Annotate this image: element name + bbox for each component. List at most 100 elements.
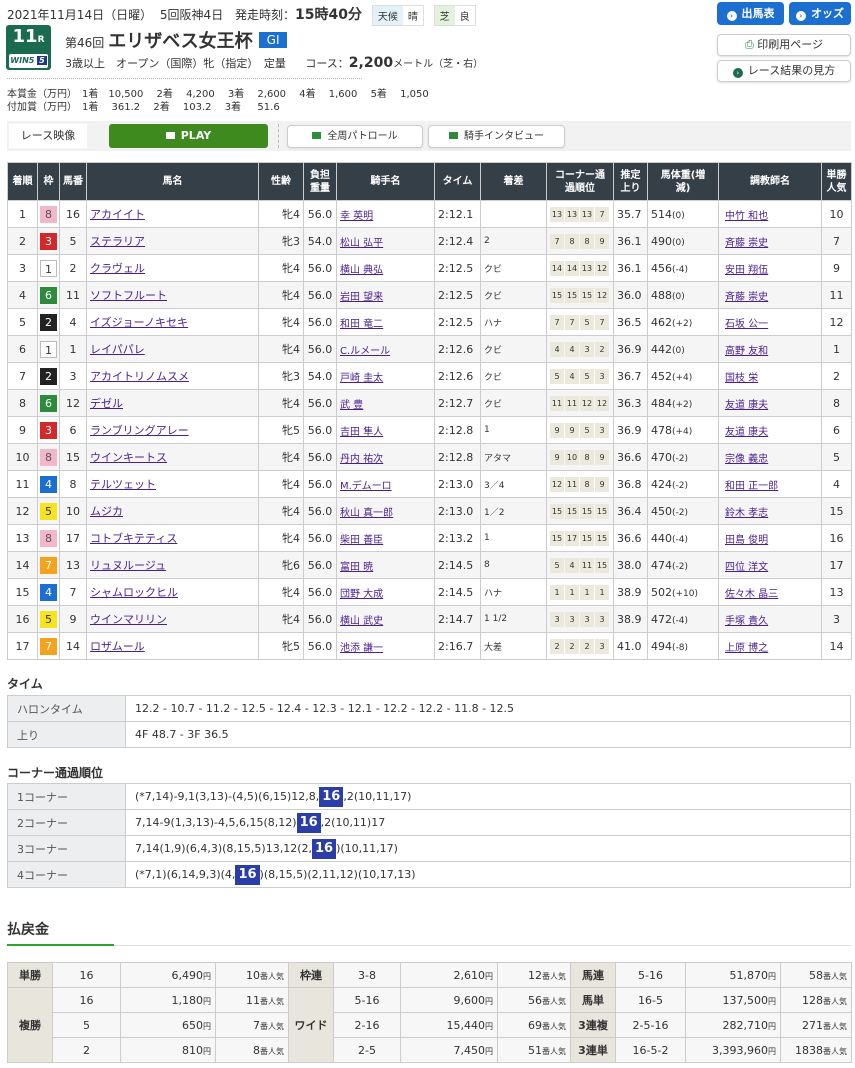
horse-name-link[interactable]: ランブリングアレー — [90, 424, 189, 437]
horse-name-link[interactable]: ロザムール — [90, 640, 145, 653]
last-3f: 38.9 — [613, 605, 648, 633]
jockey-link[interactable]: 横山 武史 — [340, 615, 384, 627]
trainer-link[interactable]: 高野 友和 — [725, 345, 769, 357]
jockey-link[interactable]: 横山 典弘 — [340, 264, 384, 276]
horse-name-link[interactable]: ウインマリリン — [90, 613, 167, 626]
corner-order-before: (*7,14)-9,1(3,13)-(4,5)(6,15)12,8, — [135, 789, 320, 803]
finish-position: 11 — [7, 470, 38, 498]
horse-name-link[interactable]: イズジョーノキセキ — [90, 316, 189, 329]
horse-name-link[interactable]: リュヌルージュ — [90, 559, 167, 572]
column-header: 性齢 — [258, 162, 304, 201]
trainer-link[interactable]: 和田 正一郎 — [725, 480, 779, 492]
horse-name-link[interactable]: テルツェット — [90, 478, 156, 491]
horse-number: 7 — [59, 578, 87, 606]
win-popularity: 8 — [821, 389, 852, 417]
sex-age: 牝4 — [258, 578, 304, 606]
trainer-link[interactable]: 友道 康夫 — [725, 426, 769, 438]
horse-name-link[interactable]: デゼル — [90, 397, 123, 410]
trainer-link[interactable]: 友道 康夫 — [725, 399, 769, 411]
finish-position: 14 — [7, 551, 38, 579]
jockey-link[interactable]: 戸崎 圭太 — [340, 372, 384, 384]
jockey-link[interactable]: 丹内 祐次 — [340, 453, 384, 465]
finish-position: 10 — [7, 443, 38, 471]
highlighted-horse: 16 — [235, 864, 260, 885]
trainer-link[interactable]: 佐々木 晶三 — [725, 588, 779, 600]
horse-name-link[interactable]: アカイイト — [90, 208, 145, 221]
trainer-link[interactable]: 安田 翔伍 — [725, 264, 769, 276]
jockey-link[interactable]: 武 豊 — [340, 399, 364, 411]
trainer-link[interactable]: 斉藤 崇史 — [725, 291, 769, 303]
odds-button[interactable]: › オッズ — [789, 2, 851, 25]
margin — [480, 200, 547, 228]
patrol-button[interactable]: 全周パトロール — [287, 125, 423, 148]
jockey-link[interactable]: M.デムーロ — [340, 480, 392, 492]
horse-name-link[interactable]: ソフトフルート — [90, 289, 167, 302]
winning-combination: 2 — [52, 1037, 121, 1063]
last-row: 上り 4F 48.7 - 3F 36.5 — [7, 721, 851, 748]
horse-name-link[interactable]: ムジカ — [90, 505, 123, 518]
jockey-link[interactable]: 富田 暁 — [340, 561, 374, 573]
jockey-link[interactable]: 和田 竜二 — [340, 318, 384, 330]
corner-position: 3 — [580, 611, 594, 627]
jockey-link[interactable]: 幸 英明 — [340, 210, 374, 222]
finish-time: 2:13.0 — [434, 497, 481, 525]
payout-title: 払戻金 — [7, 922, 49, 938]
payout-amount: 51,870円 — [685, 962, 781, 988]
jockey-link[interactable]: C.ルメール — [340, 345, 391, 357]
corner-position: 12 — [595, 287, 609, 303]
win5-label: WIN5 — [10, 56, 35, 65]
jockey-link[interactable]: 岩田 望来 — [340, 291, 384, 303]
corner-position: 2 — [550, 638, 564, 654]
jockey-link[interactable]: 秋山 真一郎 — [340, 507, 394, 519]
trainer-link[interactable]: 石坂 公一 — [725, 318, 769, 330]
trainer-link[interactable]: 宗像 義忠 — [725, 453, 769, 465]
time-table: ハロンタイム 12.2 - 10.7 - 11.2 - 12.5 - 12.4 -… — [7, 695, 851, 748]
trainer-link[interactable]: 田島 俊明 — [725, 534, 769, 546]
table-row: 1 8 16 アカイイト 牝4 56.0 幸 英明 2:12.1 13 13 13 7… — [7, 200, 852, 228]
interview-button[interactable]: 騎手インタビュー — [428, 125, 565, 148]
horse-name-link[interactable]: シャムロックヒル — [90, 586, 178, 599]
arrow-circle-icon: › — [796, 11, 806, 21]
win-popularity: 4 — [821, 470, 852, 498]
body-weight: 470 — [651, 450, 672, 464]
trainer-link[interactable]: 四位 洋文 — [725, 561, 769, 573]
horse-name-link[interactable]: ステラリア — [90, 235, 145, 248]
horse-name-link[interactable]: コトブキテティス — [90, 532, 178, 545]
jockey-link[interactable]: 柴田 善臣 — [340, 534, 384, 546]
horse-name-link[interactable]: アカイトリノムスメ — [90, 370, 189, 383]
horse-name-link[interactable]: レイパパレ — [90, 343, 145, 356]
corner-position: 15 — [595, 530, 609, 546]
corner-order-before: 7,14-9(1,3,13)-4,5,6,15(8,12) — [135, 815, 297, 829]
video-camera-icon — [449, 132, 458, 139]
printer-icon: ⎙ — [744, 38, 758, 51]
title-underline — [7, 944, 114, 946]
sex-age: 牝3 — [258, 227, 304, 255]
last-3f: 36.3 — [613, 389, 648, 417]
horse-name-link[interactable]: クラヴェル — [90, 262, 145, 275]
frame-number: 5 — [40, 610, 57, 628]
trainer-link[interactable]: 国枝 栄 — [725, 372, 759, 384]
jockey-link[interactable]: 吉田 隼人 — [340, 426, 384, 438]
jockey-link[interactable]: 松山 弘平 — [340, 237, 384, 249]
sex-age: 牝4 — [258, 524, 304, 552]
play-button[interactable]: PLAY — [109, 124, 268, 148]
weight-change: (+4) — [672, 426, 693, 437]
body-weight: 424 — [651, 477, 672, 491]
howto-button[interactable]: › レース結果の見方 — [717, 60, 851, 82]
horse-name-link[interactable]: ウインキートス — [90, 451, 167, 464]
print-button[interactable]: ⎙ 印刷用ページ — [717, 34, 851, 56]
trainer-link[interactable]: 中竹 和也 — [725, 210, 769, 222]
jockey-link[interactable]: 池添 謙一 — [340, 642, 384, 654]
margin: 1 — [480, 416, 547, 444]
horse-number: 12 — [59, 389, 87, 417]
trainer-link[interactable]: 斉藤 崇史 — [725, 237, 769, 249]
jockey-link[interactable]: 団野 大成 — [340, 588, 384, 600]
highlighted-horse: 16 — [296, 812, 321, 833]
corner-row: 4コーナー (*7,1)(6,14,9,3)(4, 16)(8,15,5)(2,11… — [7, 861, 851, 888]
trainer-link[interactable]: 鈴木 孝志 — [725, 507, 769, 519]
entries-button[interactable]: › 出馬表 — [717, 2, 784, 25]
trainer-link[interactable]: 手塚 貴久 — [725, 615, 769, 627]
trainer-link[interactable]: 上原 博之 — [725, 642, 769, 654]
